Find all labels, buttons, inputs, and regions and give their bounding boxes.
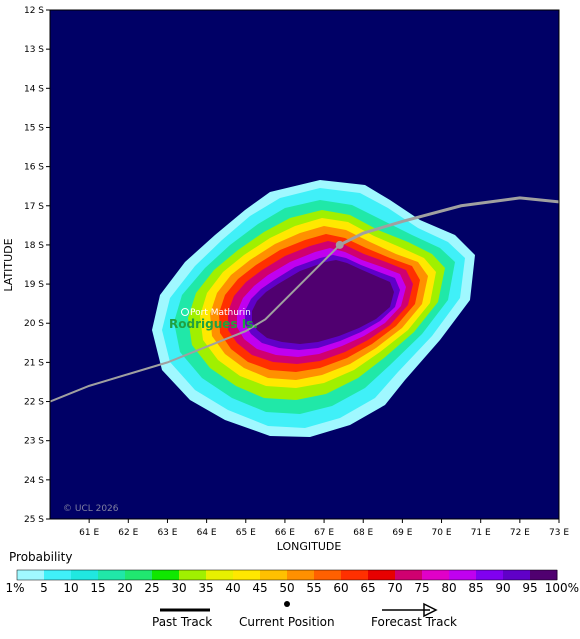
probability-swath: [50, 180, 559, 437]
port-mathurin-marker: [181, 308, 189, 316]
scale-swatch: [44, 570, 72, 580]
place-label: Port Mathurin: [190, 308, 251, 318]
scale-label: 60: [333, 581, 348, 594]
scale-label: 40: [225, 581, 240, 594]
scale-swatch: [260, 570, 288, 580]
current-position-legend-label: Current Position: [239, 615, 335, 629]
scale-label: 10: [63, 581, 78, 594]
scale-swatch: [449, 570, 477, 580]
lat-tick-label: 18 S: [24, 241, 44, 251]
forecast-track: [339, 196, 559, 247]
scale-swatch: [476, 570, 504, 580]
scale-swatch: [233, 570, 261, 580]
scale-swatch: [71, 570, 99, 580]
longitude-ticks: 61 E 62 E 63 E 64 E 65 E 66 E 67 E 68 E 69 E 70 E…: [79, 519, 569, 538]
scale-label: 5: [40, 581, 48, 594]
scale-swatch: [125, 570, 153, 580]
past-track: [50, 244, 341, 403]
scale-label: 45: [252, 581, 267, 594]
scale-swatch: [152, 570, 180, 580]
lon-tick-label: 66 E: [275, 528, 295, 538]
scale-label: 100%: [545, 581, 579, 594]
scale-label: 75: [414, 581, 429, 594]
scale-swatch: [287, 570, 315, 580]
scale-swatch: [368, 570, 396, 580]
scale-swatch: [314, 570, 342, 580]
lon-tick-label: 64 E: [197, 528, 217, 538]
scale-frame: [16, 569, 558, 581]
lat-tick-label: 24 S: [24, 476, 44, 486]
lat-tick-label: 12 S: [24, 6, 44, 16]
scale-label: 1%: [5, 581, 24, 594]
scale-swatch: [17, 570, 45, 580]
y-axis-title: LATITUDE: [2, 238, 15, 291]
copyright-text: © UCL 2026: [63, 504, 119, 514]
scale-label: 20: [117, 581, 132, 594]
island-label: Rodrigues Is.: [169, 317, 258, 331]
scale-label: 55: [306, 581, 321, 594]
prob-band-95: [252, 260, 394, 344]
scale-label: 15: [90, 581, 105, 594]
scale-label: 65: [360, 581, 375, 594]
forecast-arrow-icon: [423, 602, 438, 618]
scale-swatch: [98, 570, 126, 580]
lat-tick-label: 14 S: [24, 84, 44, 94]
lat-tick-label: 20 S: [24, 319, 44, 329]
lon-tick-label: 72 E: [510, 528, 530, 538]
scale-swatch: [395, 570, 423, 580]
scale-swatch: [341, 570, 369, 580]
lat-tick-label: 25 S: [24, 515, 44, 525]
lon-tick-label: 69 E: [392, 528, 412, 538]
lon-tick-label: 61 E: [79, 528, 99, 538]
probability-scale: 1% 5 10 15 20 25 30 35 40 45 50 55 60 65 70 75 80 85 90 95 1…: [5, 569, 579, 594]
lon-tick-label: 73 E: [549, 528, 569, 538]
lon-tick-label: 63 E: [157, 528, 177, 538]
scale-swatch: [206, 570, 234, 580]
lat-tick-label: 13 S: [24, 45, 44, 55]
scale-label: 50: [279, 581, 294, 594]
lat-tick-label: 21 S: [24, 358, 44, 368]
scale-swatch: [179, 570, 207, 580]
lat-tick-label: 15 S: [24, 123, 44, 133]
lat-tick-label: 16 S: [24, 163, 44, 173]
scale-label: 95: [522, 581, 537, 594]
x-axis-title: LONGITUDE: [277, 540, 342, 550]
past-track-legend-label: Past Track: [152, 615, 213, 629]
scale-swatch: [503, 570, 531, 580]
scale-swatch: [530, 570, 558, 580]
lon-tick-label: 67 E: [314, 528, 334, 538]
lon-tick-label: 68 E: [353, 528, 373, 538]
lon-tick-label: 70 E: [432, 528, 452, 538]
scale-label: 80: [441, 581, 456, 594]
scale-label: 25: [144, 581, 159, 594]
lat-tick-label: 17 S: [24, 202, 44, 212]
forecast-track-legend-label: Forecast Track: [371, 615, 457, 629]
probability-title: Probability: [9, 550, 73, 564]
lon-tick-label: 71 E: [471, 528, 491, 538]
lon-tick-label: 65 E: [236, 528, 256, 538]
plot-frame: [49, 9, 560, 520]
scale-label: 70: [387, 581, 402, 594]
scale-label: 35: [198, 581, 213, 594]
lat-tick-label: 23 S: [24, 437, 44, 447]
current-position-legend-icon: [284, 601, 290, 607]
scale-label: 90: [495, 581, 510, 594]
lat-tick-label: 19 S: [24, 280, 44, 290]
scale-label: 30: [171, 581, 186, 594]
current-position-marker: [335, 240, 344, 249]
track-legend: [160, 601, 438, 618]
lat-tick-label: 22 S: [24, 398, 44, 408]
scale-swatch: [422, 570, 450, 580]
probability-map: 12 S 13 S 14 S 15 S 16 S 17 S 18 S 19 S 20 S 21 S…: [2, 6, 569, 550]
scale-label: 85: [468, 581, 483, 594]
lon-tick-label: 62 E: [118, 528, 138, 538]
latitude-ticks: 12 S 13 S 14 S 15 S 16 S 17 S 18 S 19 S 20 S 21 S…: [24, 6, 50, 525]
